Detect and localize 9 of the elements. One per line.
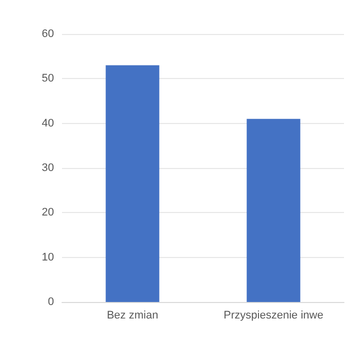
x-tick-label: Bez zmian	[106, 310, 158, 322]
y-tick-label: 50	[42, 72, 54, 85]
y-tick-label: 0	[48, 296, 54, 308]
y-tick-label: 60	[42, 28, 54, 40]
y-tick-label: 30	[42, 162, 54, 174]
y-tick-label: 40	[42, 117, 54, 130]
y-tick-label: 10	[42, 251, 54, 264]
x-tick-label: Przyspieszenie inwe	[224, 310, 324, 322]
y-tick-label: 20	[42, 206, 54, 219]
